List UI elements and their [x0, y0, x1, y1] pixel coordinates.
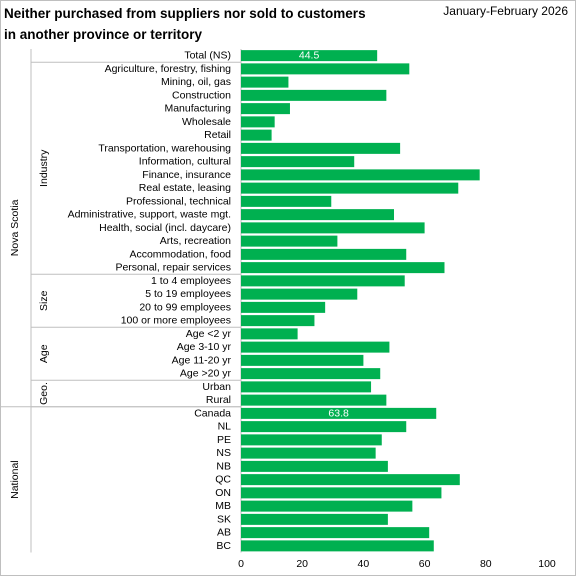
category-label: Information, cultural — [139, 156, 231, 168]
category-label: Agriculture, forestry, fishing — [105, 63, 232, 75]
bar — [241, 103, 290, 115]
bar — [241, 116, 275, 128]
group-label: Geo. — [38, 382, 50, 405]
bar — [241, 182, 459, 194]
x-tick-label: 40 — [358, 558, 370, 570]
group-label: Age — [38, 344, 50, 363]
category-label: Health, social (incl. daycare) — [99, 222, 231, 234]
group-label: Size — [38, 290, 50, 311]
category-label: 5 to 19 employees — [145, 288, 231, 300]
category-label: Total (NS) — [184, 50, 231, 62]
category-label: MB — [215, 500, 231, 512]
category-label: Administrative, support, waste mgt. — [68, 209, 231, 221]
category-label: Age 11-20 yr — [172, 354, 232, 366]
bar — [241, 474, 460, 486]
category-label: Retail — [204, 129, 231, 141]
bar — [241, 500, 413, 512]
bar — [241, 235, 338, 247]
data-label: 63.8 — [328, 407, 349, 419]
bar — [241, 341, 390, 353]
category-label: 100 or more employees — [121, 315, 231, 327]
bar — [241, 540, 434, 552]
x-tick-label: 100 — [538, 558, 556, 570]
bar — [241, 50, 378, 62]
bar — [241, 129, 272, 141]
bar — [241, 248, 407, 260]
bar — [241, 368, 381, 380]
category-label: Transportation, warehousing — [98, 142, 231, 154]
category-label: Finance, insurance — [142, 169, 231, 181]
category-label: ON — [215, 487, 231, 499]
bar — [241, 328, 298, 340]
category-label: NB — [216, 460, 231, 472]
category-label: 1 to 4 employees — [151, 275, 231, 287]
category-label: Wholesale — [182, 116, 231, 128]
bar — [241, 301, 326, 313]
bar — [241, 89, 387, 101]
bar — [241, 394, 387, 406]
category-label: BC — [216, 540, 231, 552]
category-label: Rural — [206, 394, 231, 406]
bar — [241, 447, 376, 459]
bar — [241, 315, 315, 327]
category-label: NS — [216, 447, 231, 459]
group-label: Industry — [38, 149, 50, 187]
category-label: Real estate, leasing — [139, 182, 231, 194]
bar — [241, 487, 442, 499]
bar — [241, 209, 394, 221]
bar — [241, 76, 289, 88]
category-label: Accommodation, food — [129, 248, 231, 260]
bar — [241, 142, 401, 154]
bar — [241, 460, 388, 472]
outer-group-label: Nova Scotia — [9, 199, 21, 256]
category-label: NL — [218, 421, 232, 433]
chart-title-line-1: Neither purchased from suppliers nor sol… — [4, 6, 366, 21]
category-label: Professional, technical — [126, 195, 231, 207]
data-label: 44.5 — [299, 50, 320, 62]
bar — [241, 513, 388, 525]
chart-title: Neither purchased from suppliers nor sol… — [4, 3, 424, 45]
chart-title-line-2: in another province or territory — [4, 27, 203, 42]
bar — [241, 195, 332, 207]
bar — [241, 421, 407, 433]
category-label: Construction — [172, 89, 231, 101]
category-label: SK — [217, 513, 231, 525]
category-label: Age 3-10 yr — [177, 341, 232, 353]
bar — [241, 354, 364, 366]
category-label: Urban — [202, 381, 231, 393]
category-label: Manufacturing — [164, 103, 231, 115]
category-label: 20 to 99 employees — [139, 301, 231, 313]
category-label: Canada — [194, 407, 231, 419]
bar — [241, 275, 405, 287]
bar — [241, 262, 445, 274]
bar — [241, 527, 430, 539]
outer-group-label: National — [9, 460, 21, 499]
bar — [241, 288, 358, 300]
x-tick-label: 20 — [296, 558, 308, 570]
x-tick-label: 80 — [480, 558, 492, 570]
category-label: Personal, repair services — [115, 262, 231, 274]
category-label: QC — [215, 474, 231, 486]
bar — [241, 63, 410, 75]
bar — [241, 222, 425, 234]
bar — [241, 407, 437, 419]
category-label: Age <2 yr — [186, 328, 232, 340]
bar — [241, 381, 372, 393]
bar — [241, 434, 382, 446]
x-tick-label: 0 — [238, 558, 244, 570]
bar — [241, 169, 480, 181]
category-label: Arts, recreation — [160, 235, 231, 247]
category-label: Age >20 yr — [180, 368, 232, 380]
category-label: AB — [217, 527, 231, 539]
bar — [241, 156, 355, 168]
category-label: Mining, oil, gas — [161, 76, 231, 88]
period-label: January-February 2026 — [443, 4, 568, 18]
category-label: PE — [217, 434, 231, 446]
x-tick-label: 60 — [419, 558, 431, 570]
